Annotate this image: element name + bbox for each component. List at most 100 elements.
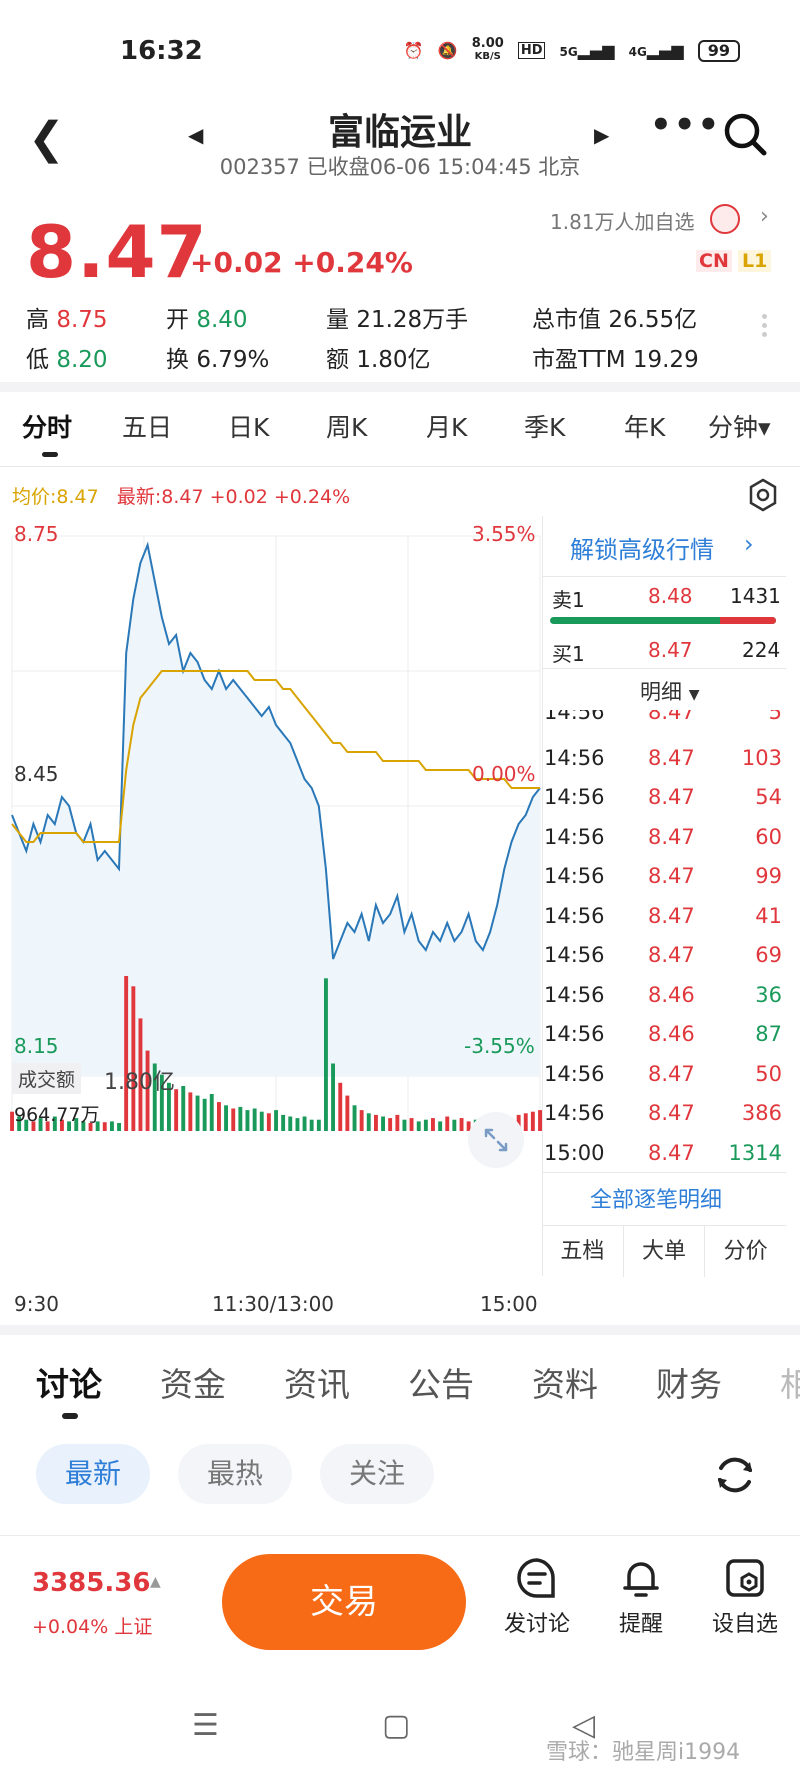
chevron-right-icon[interactable]: › [744,530,754,558]
tab-minute[interactable]: 分钟▾ [708,413,771,442]
tick-row: 14:56 8.47 69 [544,943,786,983]
stat-high-value: 8.75 [56,307,108,333]
prev-stock-icon[interactable]: ◀ [188,123,204,147]
volume-bar [209,1094,214,1131]
section-divider [0,1325,800,1335]
volume-bar [431,1118,435,1131]
more-icon[interactable]: ••• [650,105,722,145]
index-value[interactable]: 3385.36 [32,1568,151,1598]
tab-news[interactable]: 资讯 [284,1365,350,1404]
brand-logo-icon [710,204,740,234]
panel-divider [542,516,543,1276]
tab-monthly-k[interactable]: 月K [426,413,468,442]
right-panel-tabs: 五档 大单 分价 [542,1225,786,1277]
add-watchlist-button[interactable]: 设自选 [700,1556,790,1638]
stat-pe-label: 市盈TTM [532,347,626,373]
volume-bar [288,1116,293,1131]
back-arrow-icon[interactable]: ❮ [28,113,65,164]
unlock-advanced-quotes[interactable]: 解锁高级行情 [570,536,714,564]
buy1-volume: 224 [742,638,781,662]
index-change: +0.04% 上证 [32,1616,153,1638]
watch-label: 设自选 [711,1612,778,1637]
alert-button[interactable]: 提醒 [596,1556,686,1638]
intraday-chart[interactable] [0,516,542,1296]
volume-bar [466,1121,471,1131]
volume-bar [102,1122,107,1131]
fullscreen-icon[interactable] [468,1112,524,1168]
all-ticks-link[interactable]: 全部逐笔明细 [590,1188,723,1213]
followers-count[interactable]: 1.81万人加自选 [550,210,695,234]
stat-turnover-value: 6.79% [196,347,270,373]
tab-big-orders[interactable]: 大单 [624,1226,706,1277]
stat-volume-value: 21.28万手 [356,307,469,333]
volume-bar [124,976,129,1131]
stat-turnover-label: 换 [166,347,189,373]
tick-row: 15:00 8.47 1314 [544,1141,786,1181]
avg-price-legend: 均价:8.47 [12,486,99,508]
volume-bar [423,1119,428,1131]
time-axis-mid: 11:30/13:00 [212,1292,335,1316]
tick-price: 8.46 [648,982,695,1007]
stat-high: 高 8.75 [26,300,108,334]
tab-profile[interactable]: 资料 [532,1365,598,1404]
filter-following[interactable]: 关注 [320,1444,434,1504]
chevron-right-icon[interactable]: › [760,204,769,229]
volume-bar [331,1063,335,1131]
trade-button[interactable]: 交易 [222,1554,466,1650]
tab-weekly-k[interactable]: 周K [326,413,368,442]
stat-mktcap-label: 总市值 [532,307,601,333]
menu-icon[interactable]: ☰ [192,1708,219,1743]
tab-yearly-k[interactable]: 年K [624,413,666,442]
tab-announcements[interactable]: 公告 [408,1365,474,1404]
stat-open-label: 开 [166,307,189,333]
tab-more[interactable]: 相 [780,1365,800,1404]
stat-volume-label: 量 [326,307,349,333]
tab-daily-k[interactable]: 日K [228,413,270,442]
volume-bar [366,1113,371,1131]
search-icon[interactable] [722,111,768,157]
market-tag-cn: CN [696,250,732,272]
tab-intraday[interactable]: 分时 [22,413,73,442]
time-axis-start: 9:30 [14,1292,59,1316]
next-stock-icon[interactable]: ▶ [594,123,610,147]
stat-mktcap: 总市值 26.55亿 [532,300,697,334]
tab-financials[interactable]: 财务 [656,1365,722,1404]
tab-indicator [42,452,58,457]
refresh-icon[interactable] [712,1452,758,1498]
divider [542,1172,786,1173]
volume-bar [374,1114,378,1131]
volume-bar [24,1119,29,1131]
tab-price-dist[interactable]: 分价 [723,1239,768,1264]
net-speed-value: 8.00 [471,36,504,51]
tick-volume: 60 [755,824,782,849]
back-nav-icon[interactable]: ◁ [572,1708,596,1743]
tab-five-level[interactable]: 五档 [542,1226,624,1277]
volume-bar [266,1113,271,1131]
volume-bar [159,1074,164,1131]
gear-icon[interactable] [746,478,780,512]
volume-bar [217,1102,221,1131]
stat-mktcap-value: 26.55亿 [608,307,698,333]
tick-time: 14:56 [544,982,605,1007]
tab-funds[interactable]: 资金 [160,1365,226,1404]
detail-toggle[interactable]: 明细 ▼ [640,676,699,706]
tick-row: 14:56 8.47 60 [544,825,786,865]
post-discussion-button[interactable]: 发讨论 [492,1556,582,1638]
tick-price: 8.47 [648,903,695,928]
volume-max: 964.77万 [14,1104,100,1126]
volume-bar [459,1118,464,1131]
volume-bar [302,1116,307,1131]
tab-five-day[interactable]: 五日 [122,413,173,442]
tick-time: 14:56 [544,943,605,967]
filter-latest[interactable]: 最新 [36,1444,150,1504]
volume-bar [131,986,136,1131]
filter-hot[interactable]: 最热 [178,1444,292,1504]
buy1-price: 8.47 [648,638,693,662]
tab-discussion[interactable]: 讨论 [36,1365,102,1404]
home-icon[interactable]: ▢ [382,1708,411,1743]
tab-quarterly-k[interactable]: 季K [524,413,566,442]
volume-label[interactable]: 成交额 [12,1063,82,1094]
hd-icon: HD [517,42,546,59]
tick-volume: 87 [755,1022,782,1046]
expand-stats-icon[interactable] [762,310,770,341]
